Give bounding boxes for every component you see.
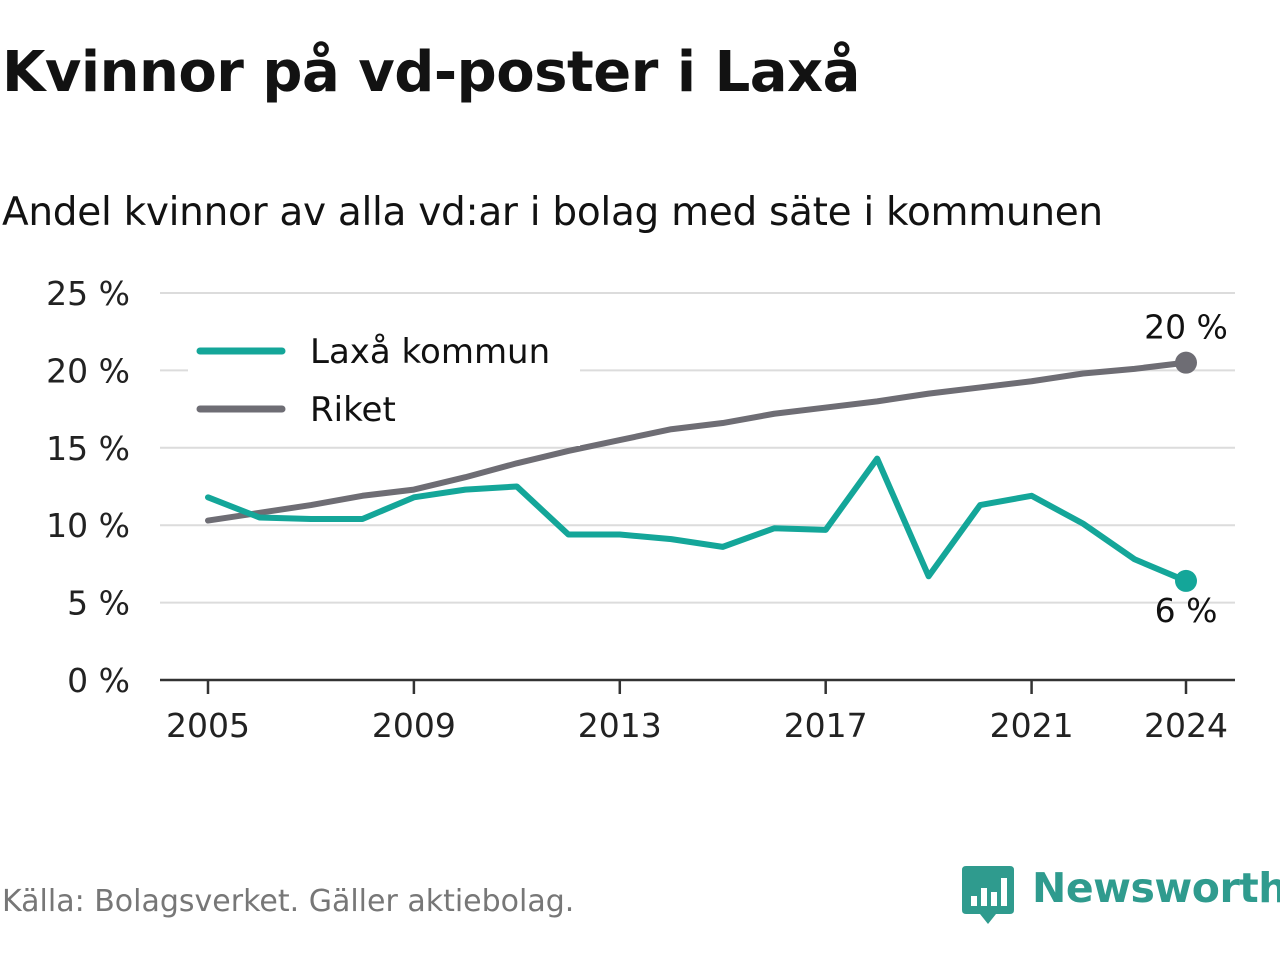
chart-title: Kvinnor på vd-poster i Laxå	[2, 40, 860, 105]
brand-name: Newsworthy	[1032, 864, 1280, 912]
y-tick-label: 15 %	[46, 429, 130, 468]
brand-logo: Newsworthy	[962, 860, 1280, 930]
y-tick-label: 25 %	[46, 274, 130, 313]
x-tick-label: 2024	[1144, 706, 1228, 745]
legend-label: Laxå kommun	[310, 332, 550, 372]
source-note: Källa: Bolagsverket. Gäller aktiebolag.	[2, 884, 575, 919]
end-marker-riket	[1175, 351, 1197, 374]
series-line-laxa	[205, 455, 1189, 584]
end-marker-laxa	[1175, 569, 1197, 592]
series-line-riket	[205, 359, 1189, 524]
end-label-laxa: 6 %	[1155, 591, 1218, 630]
y-tick-label: 10 %	[46, 506, 130, 545]
x-tick-label: 2013	[578, 706, 662, 745]
x-tick-label: 2009	[372, 706, 456, 745]
y-tick-label: 0 %	[67, 661, 130, 700]
legend-background	[188, 318, 580, 446]
legend-label: Riket	[310, 390, 396, 430]
y-tick-label: 20 %	[46, 351, 130, 390]
y-tick-label: 5 %	[67, 584, 130, 623]
end-label-riket: 20 %	[1144, 308, 1228, 347]
x-tick-label: 2017	[784, 706, 868, 745]
chart-subtitle: Andel kvinnor av alla vd:ar i bolag med …	[2, 190, 1103, 235]
x-tick-label: 2021	[990, 706, 1074, 745]
x-tick-label: 2005	[166, 706, 250, 745]
newsworthy-logo-icon	[962, 866, 1014, 924]
